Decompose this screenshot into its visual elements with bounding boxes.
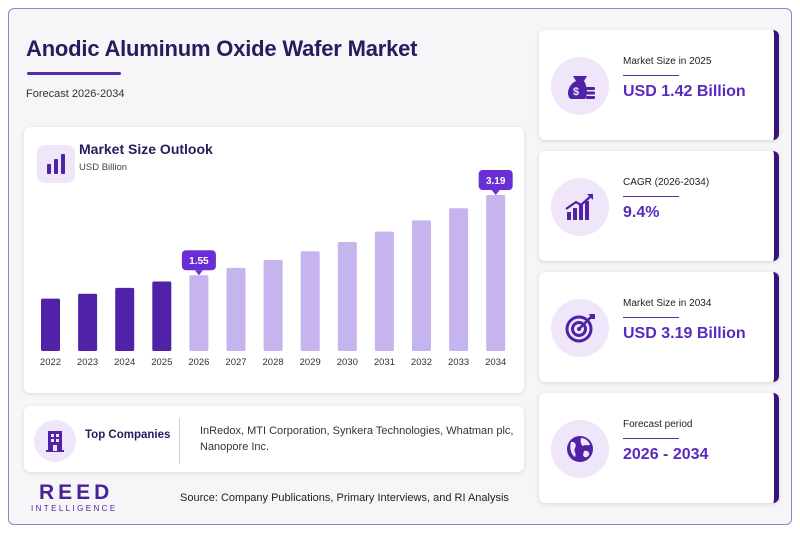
companies-card: Top Companies InRedox, MTI Corporation, … xyxy=(24,406,524,472)
x-tick-label: 2025 xyxy=(151,357,172,368)
bar-2030 xyxy=(337,241,357,351)
x-tick-label: 2029 xyxy=(300,357,321,368)
growth-chart-icon xyxy=(551,178,609,236)
x-tick-label: 2024 xyxy=(114,357,135,368)
data-label-2026: 1.55 xyxy=(181,250,216,276)
source-note: Source: Company Publications, Primary In… xyxy=(180,492,509,504)
svg-text:1.55: 1.55 xyxy=(189,256,209,267)
brand-tagline: INTELLIGENCE xyxy=(31,504,118,513)
x-tick-label: 2026 xyxy=(188,357,209,368)
stat-label: Market Size in 2034 xyxy=(623,298,712,309)
building-icon xyxy=(34,420,76,462)
stat-label: Forecast period xyxy=(623,419,693,430)
x-tick-label: 2022 xyxy=(40,357,61,368)
stat-underline xyxy=(623,196,679,197)
stat-value: 9.4% xyxy=(623,204,660,221)
stat-label: CAGR (2026-2034) xyxy=(623,177,710,188)
bar-2033 xyxy=(449,208,469,351)
data-label-2034: 3.19 xyxy=(478,170,513,195)
bar-chart: 2022 2023 2024 2025 2026 2027 2028 2029 2030 2031… xyxy=(40,170,513,368)
x-tick-label: 2032 xyxy=(411,357,432,368)
bar-2026 xyxy=(189,275,209,351)
x-tick-label: 2031 xyxy=(374,357,395,368)
bar-2023 xyxy=(78,293,98,351)
stat-underline xyxy=(623,75,679,76)
chart-title: Market Size Outlook xyxy=(79,141,213,157)
stat-value: USD 3.19 Billion xyxy=(623,325,746,342)
stat-value: 2026 - 2034 xyxy=(623,446,709,463)
bar-2024 xyxy=(115,287,135,351)
chart-unit: USD Billion xyxy=(79,162,128,173)
companies-list: InRedox, MTI Corporation, Synkera Techno… xyxy=(200,425,514,453)
bar-2032 xyxy=(412,220,431,351)
bar-2022 xyxy=(41,298,60,351)
stat-underline xyxy=(623,317,679,318)
x-tick-label: 2028 xyxy=(263,357,284,368)
x-tick-label: 2027 xyxy=(225,357,246,368)
stat-underline xyxy=(623,438,679,439)
globe-icon xyxy=(551,420,609,478)
money-bag-icon: $ xyxy=(551,57,609,115)
stat-label: Market Size in 2025 xyxy=(623,56,712,67)
top-companies-label: Top Companies xyxy=(85,429,171,441)
bar-2029 xyxy=(300,251,320,351)
x-tick-label: 2030 xyxy=(337,357,358,368)
svg-text:$: $ xyxy=(573,86,579,98)
bar-2031 xyxy=(374,231,394,351)
chart-card: Market Size Outlook USD Billion 2022 2023… xyxy=(24,127,524,393)
divider xyxy=(179,418,180,464)
page-title: Anodic Aluminum Oxide Wafer Market xyxy=(26,36,418,61)
svg-text:3.19: 3.19 xyxy=(486,176,506,187)
stat-card-market-2025: $ Market Size in 2025 USD 1.42 Billion xyxy=(539,30,779,140)
x-tick-label: 2033 xyxy=(448,357,469,368)
stat-card-market-2034: Market Size in 2034 USD 3.19 Billion xyxy=(539,272,779,382)
x-tick-label: 2034 xyxy=(485,357,506,368)
bar-chart-icon xyxy=(37,145,75,183)
forecast-subtitle: Forecast 2026-2034 xyxy=(26,88,125,100)
title-underline xyxy=(27,72,121,75)
bar-2027 xyxy=(226,267,246,351)
stat-value: USD 1.42 Billion xyxy=(623,83,746,100)
bar-2034 xyxy=(486,195,506,351)
target-icon xyxy=(551,299,609,357)
brand-logo: REED xyxy=(39,481,114,504)
stat-card-cagr: CAGR (2026-2034) 9.4% xyxy=(539,151,779,261)
stat-card-forecast-period: Forecast period 2026 - 2034 xyxy=(539,393,779,503)
bar-2028 xyxy=(263,260,283,351)
x-tick-label: 2023 xyxy=(77,357,98,368)
bar-2025 xyxy=(152,281,172,351)
